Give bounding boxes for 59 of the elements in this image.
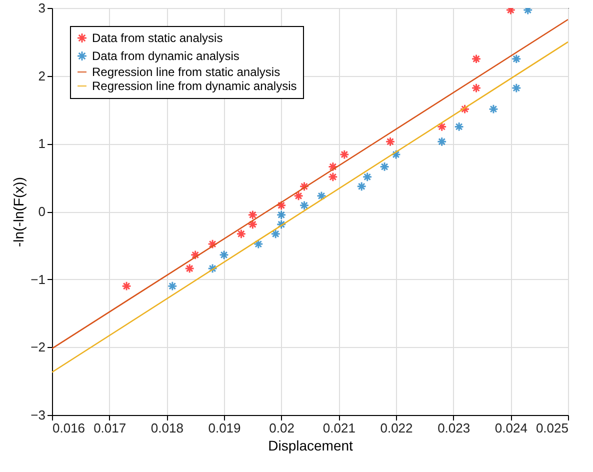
legend-label: Data from dynamic analysis [92, 49, 240, 63]
point [276, 210, 286, 220]
y-axis-title: -ln(-ln(F(x)) [10, 177, 27, 247]
x-tick-label: 0.018 [150, 420, 184, 436]
point [436, 136, 447, 147]
point [488, 104, 498, 114]
point [471, 83, 482, 93]
point [460, 104, 470, 114]
point [356, 181, 367, 192]
point [294, 190, 304, 201]
y-tick-label: −2 [30, 340, 46, 355]
point [328, 172, 338, 182]
point [276, 219, 286, 230]
point [248, 210, 258, 220]
point [253, 239, 264, 249]
x-tick-label: 0.016 [52, 420, 86, 436]
point [339, 150, 350, 160]
y-tick-label: −1 [30, 272, 46, 287]
point [219, 250, 229, 260]
x-tick-label: 0.017 [94, 420, 126, 436]
point [454, 122, 464, 132]
point [316, 190, 326, 201]
x-tick-label: 0.022 [380, 420, 413, 436]
point [436, 122, 447, 132]
point [208, 239, 218, 249]
point [276, 200, 286, 210]
x-tick-label: 0.024 [494, 420, 528, 436]
y-tick-label: 3 [38, 0, 46, 16]
point [167, 281, 178, 292]
x-axis-title: Displacement [268, 438, 354, 454]
point [122, 281, 132, 292]
point [208, 264, 218, 274]
point [299, 181, 310, 192]
point [328, 162, 338, 172]
point [190, 250, 200, 260]
point [270, 228, 281, 239]
y-tick-label: 0 [38, 204, 46, 219]
y-tick-label: 2 [38, 68, 46, 84]
x-tick-label: 0.019 [208, 420, 241, 436]
point [511, 83, 522, 93]
legend-label: Regression line from dynamic analysis [92, 79, 297, 93]
x-tick-label: 0.02 [269, 420, 294, 436]
x-tick-label: 0.023 [438, 420, 470, 436]
point [248, 219, 258, 230]
point [380, 162, 390, 172]
point [511, 54, 522, 64]
point [184, 264, 195, 274]
point [391, 150, 401, 160]
x-tick-label: 0.025 [536, 420, 568, 436]
point [362, 172, 372, 182]
x-tick-label: 0.021 [322, 420, 356, 436]
point [299, 200, 310, 210]
point [385, 136, 396, 147]
point [471, 54, 482, 64]
point [236, 228, 246, 239]
y-tick-label: 1 [38, 136, 46, 152]
legend-label: Regression line from static analysis [92, 65, 280, 79]
y-tick-label: −3 [30, 408, 46, 422]
legend-label: Data from static analysis [92, 31, 223, 45]
